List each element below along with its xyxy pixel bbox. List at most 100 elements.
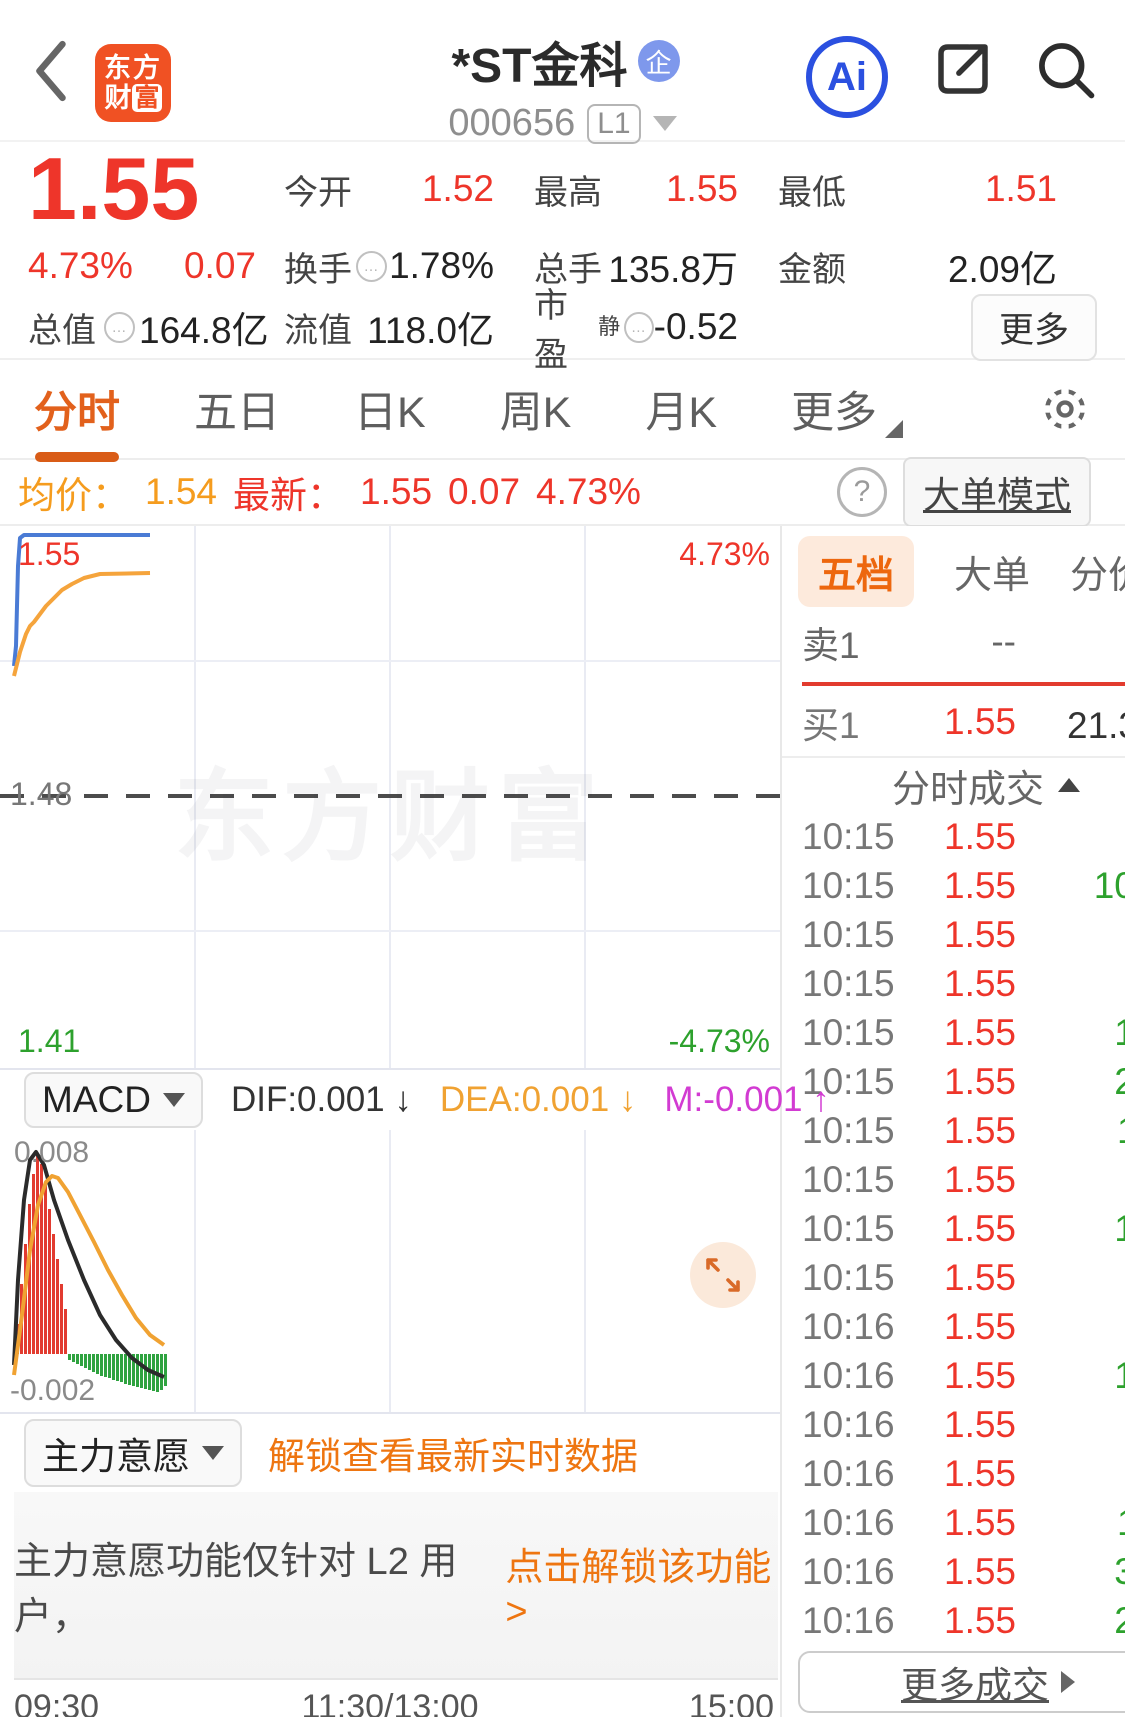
more-stats-button[interactable]: 更多 (970, 293, 1097, 361)
tab-daily-k[interactable]: 日K (354, 389, 426, 437)
stat-label: 流值 (284, 311, 352, 350)
trade-price: 1.55 (944, 1452, 1017, 1494)
trade-volume: 207 (1114, 1060, 1125, 1102)
macd-max-label: 0.008 (14, 1136, 90, 1169)
stat-value: 135.8万 (608, 249, 738, 290)
trade-row: 10:15 1.55 115 (782, 1106, 1125, 1155)
quote-summary: 1.55 今开 1.52 最高 1.55 最低 1.51 4.73% 0.07 换手… 1… (0, 142, 1125, 374)
main-force-locked-panel: 主力意愿功能仅针对 L2 用户， 点击解锁该功能> (14, 1492, 778, 1680)
trade-volume: 5 (1026, 914, 1125, 956)
chart-high-pct: 4.73% (679, 536, 770, 572)
trade-volume: 152 (1114, 1011, 1125, 1053)
stat-label: 最低 (778, 173, 846, 212)
macd-chart[interactable]: 0.008 -0.002 (0, 1130, 780, 1414)
price-lines (12, 533, 151, 677)
trade-row: 10:15 1.55 152 (782, 1008, 1125, 1057)
trade-list[interactable]: 10:15 1.55 1 10:15 1.55 1000 10:15 1.55 … (782, 812, 1125, 1645)
latest-pct: 4.73% (536, 471, 641, 512)
macd-selector-button[interactable]: MACD (24, 1072, 203, 1128)
trade-volume: 10 (1026, 1159, 1125, 1201)
tab-monthly-k[interactable]: 月K (645, 389, 718, 437)
tab-5day[interactable]: 五日 (194, 389, 280, 437)
corner-wedge-icon (885, 420, 904, 438)
change-pct: 4.73% (28, 245, 133, 286)
trade-time: 10:16 (802, 1599, 895, 1641)
share-icon[interactable] (930, 36, 996, 102)
trade-volume: 115 (1026, 1110, 1125, 1152)
help-icon[interactable]: ? (837, 467, 887, 517)
stat-value: -0.52 (653, 306, 738, 347)
buy-price: 1.55 (944, 701, 1017, 743)
more-trades-button[interactable]: 更多成交 (798, 1651, 1125, 1713)
trade-row: 10:15 1.55 1 (782, 812, 1125, 861)
stat-label: 金额 (778, 250, 846, 289)
info-dots-icon[interactable]: … (356, 250, 387, 282)
trade-row: 10:16 1.55 110 (782, 1498, 1125, 1547)
chart-column: 东方财富 1.55 4.73% 1.48 1.41 -4.73% MACD DI… (0, 526, 830, 1717)
tab-big-orders[interactable]: 大单 (954, 554, 1031, 597)
tab-price-dist[interactable]: 分价 (1070, 554, 1125, 597)
unlock-link[interactable]: 解锁查看最新实时数据 (268, 1436, 638, 1477)
stat-label: 总值 (28, 311, 96, 350)
info-dots-icon[interactable]: … (624, 311, 654, 343)
change-amount: 0.07 (183, 245, 256, 286)
trade-price: 1.55 (944, 1256, 1017, 1298)
trade-time: 10:15 (802, 1109, 895, 1151)
stat-value: 1.55 (665, 168, 738, 209)
stat-label: 总手 (534, 250, 602, 289)
trade-volume: 23 (1026, 1306, 1125, 1348)
trade-price: 1.55 (944, 1403, 1017, 1445)
search-icon[interactable] (1032, 36, 1100, 104)
expand-chart-button[interactable] (690, 1242, 756, 1308)
trade-price: 1.55 (944, 1207, 1017, 1249)
tab-weekly-k[interactable]: 周K (499, 389, 572, 437)
trade-price: 1.55 (944, 1550, 1017, 1592)
trade-time: 10:16 (802, 1452, 895, 1494)
trade-time: 10:16 (802, 1501, 895, 1543)
trade-row: 10:15 1.55 10 (782, 1155, 1125, 1204)
back-icon[interactable] (28, 38, 74, 104)
tab-minute[interactable]: 分时 (34, 378, 120, 440)
stat-label: 最高 (534, 173, 602, 212)
header: 东方 财 富 *ST金科 企 000656 L1 Ai (0, 0, 1125, 144)
macd-dea: DEA:0.001 ↓ (439, 1080, 637, 1119)
gridline (584, 1130, 586, 1412)
minute-chart[interactable]: 东方财富 1.55 4.73% 1.48 1.41 -4.73% (0, 526, 780, 1070)
trade-time: 10:15 (802, 1158, 895, 1200)
trade-volume: 1 (1026, 1453, 1125, 1495)
main-force-selector-button[interactable]: 主力意愿 (24, 1419, 242, 1487)
trade-time: 10:15 (802, 1207, 895, 1249)
ai-assistant-icon[interactable]: Ai (806, 36, 888, 118)
info-dots-icon[interactable]: … (104, 311, 135, 343)
settings-gear-icon[interactable] (1039, 383, 1091, 435)
change-row: 4.73% 0.07 (28, 245, 284, 287)
trade-volume: 1 (1026, 816, 1125, 858)
enterprise-badge[interactable]: 企 (637, 40, 680, 82)
buy-1-row: 买1 1.55 21.3万 (782, 694, 1125, 750)
trade-row: 10:15 1.55 5 (782, 910, 1125, 959)
trade-row: 10:16 1.55 1 (782, 1400, 1125, 1449)
chevron-down-icon[interactable] (652, 116, 677, 131)
trade-row: 10:16 1.55 1 (782, 1449, 1125, 1498)
trade-volume: 100 (1114, 1207, 1125, 1249)
unlock-feature-link[interactable]: 点击解锁该功能> (505, 1547, 772, 1633)
stat-value: 1.78% (389, 245, 494, 286)
macd-header: MACD DIF:0.001 ↓ DEA:0.001 ↓ M:-0.001 ↑ (0, 1070, 830, 1130)
app-logo[interactable]: 东方 财 富 (95, 44, 171, 122)
sell-price: -- (991, 621, 1017, 663)
latest-change: 0.07 (448, 471, 521, 512)
time-close: 15:00 (688, 1688, 774, 1717)
chevron-down-icon (162, 1093, 185, 1107)
tab-more[interactable]: 更多 (791, 378, 904, 440)
chevron-right-icon (1061, 1671, 1075, 1693)
big-order-mode-button[interactable]: 大单模式 (903, 457, 1091, 527)
tab-five-levels[interactable]: 五档 (798, 535, 915, 607)
trade-volume: 130 (1114, 1354, 1125, 1396)
sell-1-row: 卖1 -- -- (782, 609, 1125, 676)
trade-list-title[interactable]: 分时成交 (782, 756, 1125, 812)
stat-value: 118.0亿 (367, 310, 494, 351)
stat-label: 今开 (284, 173, 352, 212)
time-axis: 09:30 11:30/13:00 15:00 (0, 1680, 780, 1717)
market-cap-cell: 总值… 164.8亿 (28, 300, 284, 354)
